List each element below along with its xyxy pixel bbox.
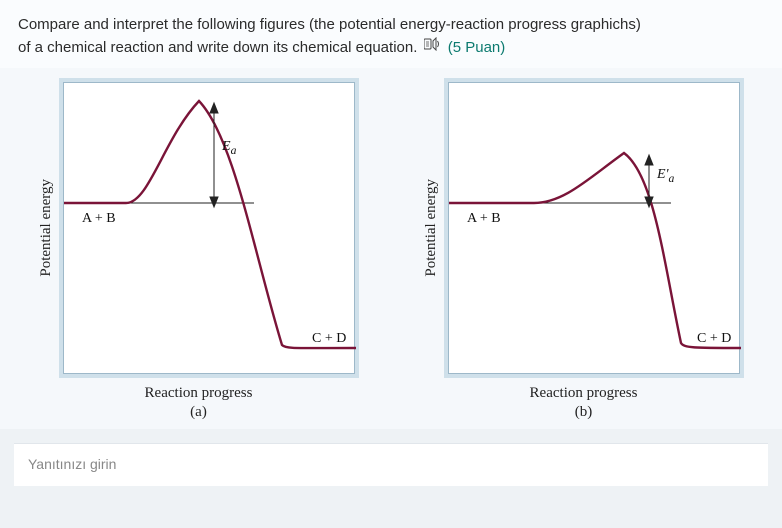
question-text: Compare and interpret the following figu… xyxy=(18,14,764,60)
caption-b: Reaction progress (b) xyxy=(423,384,744,423)
figure-b-column: Potential energy xyxy=(391,78,776,423)
reactant-label-a: A + B xyxy=(82,211,116,227)
y-axis-label-b: Potential energy xyxy=(423,179,440,277)
answer-area xyxy=(14,443,768,486)
points-label: (5 Puan) xyxy=(448,39,506,56)
figures-row: Potential energy xyxy=(0,68,782,429)
figure-a-plot: A + B C + D Ea xyxy=(63,82,355,374)
q-line1: Compare and interpret the following figu… xyxy=(18,16,641,33)
product-label-b: C + D xyxy=(697,331,731,347)
x-axis-label-b: Reaction progress xyxy=(530,385,638,401)
ea-label-a: Ea xyxy=(222,139,236,157)
energy-curve-b xyxy=(449,153,741,348)
ea-arrow-b xyxy=(645,155,653,207)
immersive-reader-icon[interactable] xyxy=(424,36,440,58)
figure-a-column: Potential energy xyxy=(6,78,391,423)
ea-label-b: E'a xyxy=(657,167,674,185)
q-line2: of a chemical reaction and write down it… xyxy=(18,39,417,56)
caption-a: Reaction progress (a) xyxy=(38,384,359,423)
sub-caption-b: (b) xyxy=(575,404,593,420)
reactant-label-b: A + B xyxy=(467,211,501,227)
y-axis-label-a: Potential energy xyxy=(38,179,55,277)
figure-b-plot: A + B C + D E'a xyxy=(448,82,740,374)
question-card: Compare and interpret the following figu… xyxy=(0,0,782,68)
x-axis-label-a: Reaction progress xyxy=(145,385,253,401)
sub-caption-a: (a) xyxy=(190,404,207,420)
figure-a-frame: A + B C + D Ea xyxy=(59,78,359,378)
answer-input[interactable] xyxy=(28,456,754,472)
product-label-a: C + D xyxy=(312,331,346,347)
figure-b-frame: A + B C + D E'a xyxy=(444,78,744,378)
